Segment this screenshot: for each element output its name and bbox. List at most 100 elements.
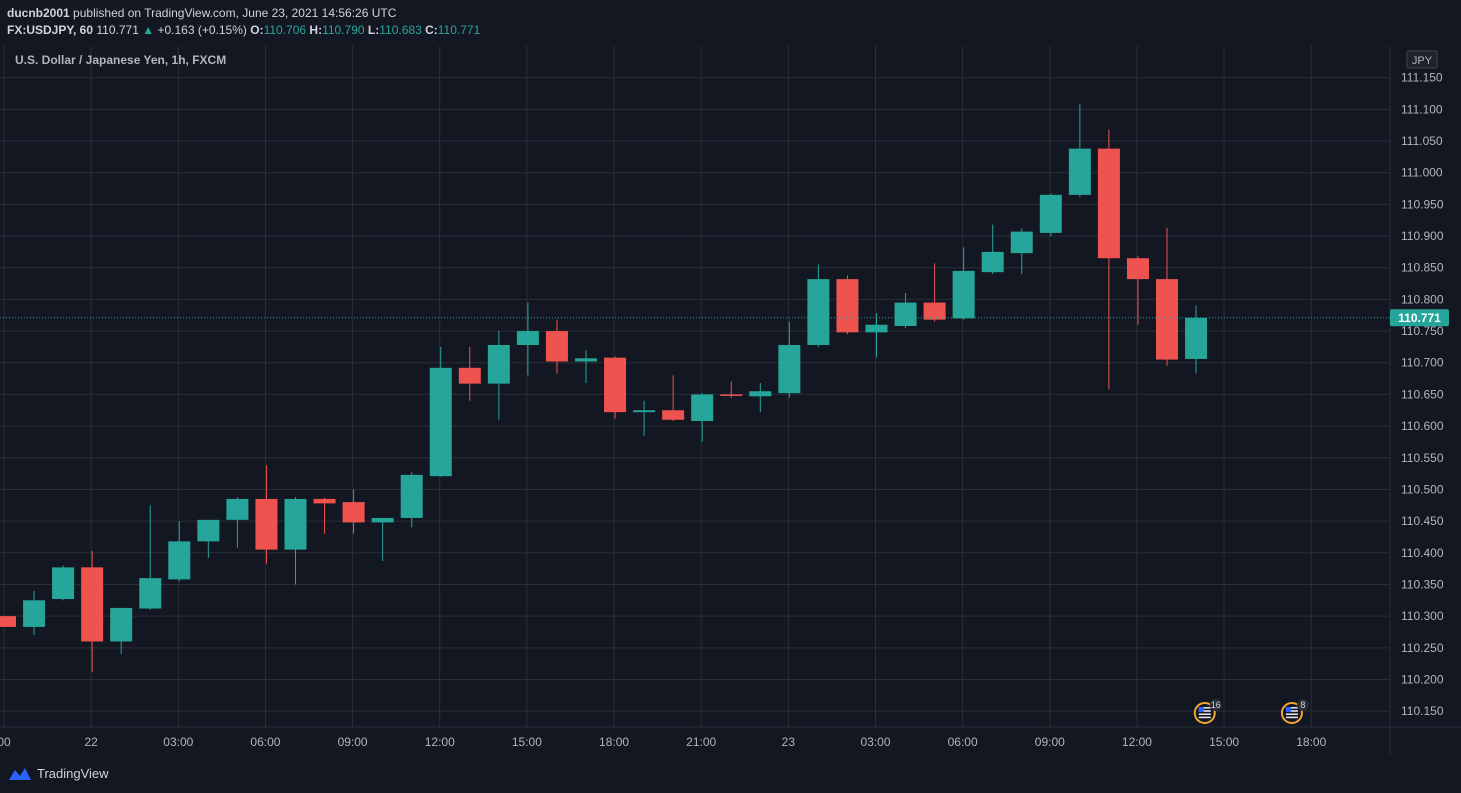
candle <box>1126 256 1149 325</box>
price-tick-label: 110.800 <box>1401 292 1444 306</box>
chart-header: ducnb2001 published on TradingView.com, … <box>0 0 1461 46</box>
candle <box>1156 227 1178 366</box>
currency-badge[interactable]: JPY <box>1406 50 1438 69</box>
flag-stripe <box>1198 710 1211 712</box>
low-label: L: <box>367 23 380 37</box>
candle <box>284 497 307 585</box>
candle <box>429 346 452 477</box>
candle-body <box>1010 231 1033 254</box>
candle-body <box>197 519 220 542</box>
economic-event-marker[interactable]: 8 <box>1280 699 1309 724</box>
price-tick-label: 110.200 <box>1401 672 1444 686</box>
candle <box>197 519 220 558</box>
quote-line: FX:USDJPY, 60 110.771 ▲ +0.163 (+0.15%) … <box>7 23 480 37</box>
candle-body <box>284 498 307 550</box>
candle-body <box>807 279 830 346</box>
time-tick-label: 12:00 <box>425 735 455 749</box>
candle-body <box>226 498 249 520</box>
candle-body <box>720 394 743 396</box>
economic-event-marker[interactable]: 16 <box>1193 699 1222 724</box>
time-tick-label: 12:00 <box>1122 735 1152 749</box>
candle <box>52 565 75 601</box>
candle <box>981 224 1004 275</box>
last-price-label: 110.771 <box>1398 311 1441 325</box>
candle <box>1097 129 1120 390</box>
time-axis[interactable]: 00 22 03:00 06:00 09:00 12:00 15:00 18:00 21:00 2… <box>0 735 1327 749</box>
event-count: 8 <box>1300 700 1305 710</box>
price-tick-label: 110.500 <box>1401 482 1444 496</box>
candle <box>923 263 946 322</box>
candle <box>807 264 830 347</box>
price-tick-label: 110.650 <box>1401 387 1444 401</box>
up-arrow-icon: ▲ <box>142 23 155 37</box>
candle-body <box>400 474 423 518</box>
candle <box>778 321 801 398</box>
candle <box>691 393 714 442</box>
tradingview-logo[interactable]: TradingView <box>8 766 109 781</box>
low-value: 110.683 <box>379 23 422 37</box>
candle-body <box>865 324 888 333</box>
price-tick-label: 111.150 <box>1401 71 1443 85</box>
time-tick-label: 09:00 <box>338 735 368 749</box>
candle <box>894 293 917 328</box>
time-tick-label: 00 <box>0 735 11 749</box>
flag-stripe <box>1198 716 1211 719</box>
candle-body <box>1156 279 1178 360</box>
high-value: 110.790 <box>322 23 365 37</box>
publish-line: ducnb2001 published on TradingView.com, … <box>7 6 396 20</box>
candle-body <box>458 367 481 384</box>
price-axis[interactable]: 110.150 110.200 110.250 110.300 110.350 110.4… <box>1401 71 1444 718</box>
candlestick-chart[interactable]: 16 8 110.150110.200110.250110.300110.3501… <box>0 46 1461 756</box>
candle-body <box>1185 317 1208 359</box>
candle-body <box>575 358 597 362</box>
published-text: published on TradingView.com, June 23, 2… <box>73 6 397 20</box>
time-tick-label: 06:00 <box>250 735 280 749</box>
candle <box>458 346 481 401</box>
candle <box>342 489 365 534</box>
time-tick-label: 15:00 <box>512 735 542 749</box>
time-tick-label: 03:00 <box>163 735 193 749</box>
candle-body <box>139 578 162 609</box>
candle-body <box>342 502 365 523</box>
candle-body <box>371 517 394 523</box>
candle <box>110 607 133 655</box>
close-label: C: <box>425 23 438 37</box>
candle <box>662 375 685 422</box>
candle-body <box>52 567 75 600</box>
brand-name: TradingView <box>37 766 109 781</box>
candle-body <box>313 498 336 504</box>
candle <box>545 319 568 374</box>
symbol-label[interactable]: FX:USDJPY, 60 <box>7 23 94 37</box>
time-tick-label: 18:00 <box>1296 735 1326 749</box>
candle-body <box>1039 194 1062 233</box>
candle <box>1185 305 1208 374</box>
candle-body <box>429 367 452 477</box>
price-tick-label: 110.600 <box>1401 419 1444 433</box>
candle-body <box>23 600 46 627</box>
candle-body <box>749 391 772 397</box>
candle-body <box>604 357 627 413</box>
candle-body <box>778 345 801 394</box>
candle-body <box>981 251 1004 273</box>
chart-title: U.S. Dollar / Japanese Yen, 1h, FXCM <box>15 53 226 67</box>
candle <box>23 590 46 636</box>
author-name[interactable]: ducnb2001 <box>7 6 70 20</box>
candle-body <box>1097 148 1120 259</box>
event-count: 16 <box>1211 700 1221 710</box>
price-tick-label: 111.050 <box>1401 134 1443 148</box>
candle <box>836 275 859 335</box>
candle <box>371 517 394 562</box>
event-count-badge <box>1296 699 1309 711</box>
candle-body <box>545 331 568 362</box>
candle <box>633 400 656 436</box>
candles <box>0 104 1208 672</box>
time-tick-label: 03:00 <box>860 735 890 749</box>
candle-body <box>516 331 539 346</box>
candle-body <box>81 567 104 642</box>
close-value: 110.771 <box>437 23 481 37</box>
flag-stripe <box>1285 716 1298 719</box>
candle <box>313 497 336 534</box>
candle <box>952 247 975 320</box>
price-tick-label: 110.150 <box>1401 704 1444 718</box>
candle-body <box>110 607 133 642</box>
